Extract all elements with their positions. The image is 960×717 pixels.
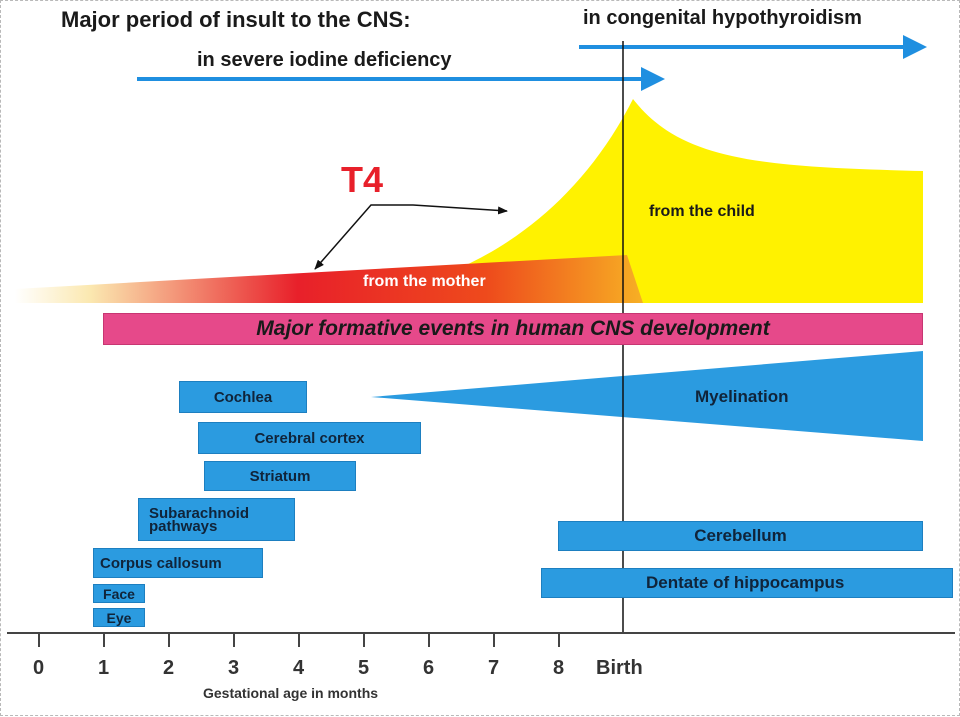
event-subarachnoid-pathways: Subarachnoid pathways [138, 498, 295, 541]
event-cerebral-cortex: Cerebral cortex [198, 422, 421, 454]
event-cochlea-label: Cochlea [213, 388, 273, 406]
banner-cns-development: Major formative events in human CNS deve… [103, 313, 923, 345]
banner-text: Major formative events in human CNS deve… [256, 317, 770, 340]
event-eye: Eye [93, 608, 145, 627]
event-cerebellum: Cerebellum [558, 521, 923, 551]
event-myelination-label: Myelination [695, 387, 789, 406]
title-insult: Major period of insult to the CNS: [61, 7, 411, 32]
axis-label: Gestational age in months [203, 685, 379, 701]
axis-tick-1: 1 [98, 657, 110, 679]
axis-tick-4: 4 [293, 657, 305, 679]
t4-pointer-right [393, 204, 508, 215]
event-cerebellum-label: Cerebellum [694, 526, 787, 545]
event-dentate-hippocampus: Dentate of hippocampus [541, 568, 953, 598]
arrow-congenital-head-icon [903, 35, 927, 59]
t4-mother-area [15, 255, 643, 303]
event-cerebral-cortex-label: Cerebral cortex [254, 429, 365, 447]
event-cochlea: Cochlea [179, 381, 307, 413]
axis-tick-3: 3 [228, 657, 240, 679]
axis-tick-2: 2 [163, 657, 175, 679]
event-subarachnoid-label-line1: Subarachnoid [149, 504, 250, 522]
event-corpus-callosum-label: Corpus callosum [100, 554, 222, 572]
myelination-wedge [371, 351, 923, 441]
event-corpus-callosum: Corpus callosum [93, 548, 263, 578]
label-from-child: from the child [649, 203, 755, 220]
axis-tick-5: 5 [358, 657, 370, 679]
event-dentate-label: Dentate of hippocampus [646, 573, 845, 592]
axis-tick-7: 7 [488, 657, 500, 679]
axis-tick-6: 6 [423, 657, 435, 679]
label-t4: T4 [341, 159, 384, 200]
axis-tick-birth: Birth [596, 657, 643, 679]
label-from-mother: from the mother [363, 273, 486, 290]
label-iodine-deficiency: in severe iodine deficiency [197, 49, 452, 71]
event-striatum: Striatum [204, 461, 356, 491]
label-congenital-hypothyroidism: in congenital hypothyroidism [583, 7, 862, 29]
event-face-label: Face [103, 585, 135, 602]
event-striatum-label: Striatum [249, 467, 311, 485]
arrow-iodine-head-icon [641, 67, 665, 91]
t4-pointer-left [314, 204, 393, 270]
axis-tick-0: 0 [33, 657, 45, 679]
event-face: Face [93, 584, 145, 603]
axis-tick-8: 8 [553, 657, 565, 679]
event-subarachnoid-label-line2: pathways [149, 517, 218, 535]
axis-ticks [38, 633, 560, 647]
t4-child-area [301, 99, 923, 303]
event-eye-label: Eye [106, 609, 132, 626]
